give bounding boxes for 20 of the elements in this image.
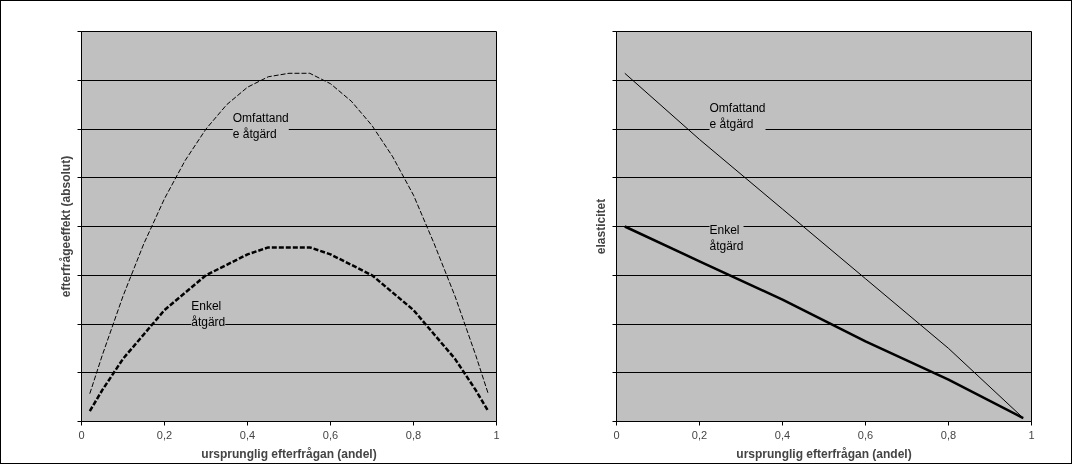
series-label: Omfattand e åtgärd (709, 100, 766, 132)
series-label: Enkel åtgärd (191, 298, 226, 330)
y-axis-title: elasticitet (593, 198, 608, 255)
x-axis-title: ursprunglig efterfrågan (andel) (201, 446, 377, 461)
x-tick-label: 0,2 (691, 428, 708, 441)
x-tick-label: 0 (613, 428, 620, 441)
x-tick-label: 0,8 (405, 428, 422, 441)
series-label: Enkel åtgärd (709, 222, 744, 254)
x-axis-title: ursprunglig efterfrågan (andel) (736, 446, 912, 461)
x-tick-label: 1 (1028, 428, 1035, 441)
series-label: Omfattand e åtgärd (232, 110, 289, 142)
x-tick-label: 1 (493, 428, 500, 441)
x-tick-label: 0 (78, 428, 85, 441)
x-tick-label: 0,2 (156, 428, 173, 441)
y-axis-title: efterfrågeeffekt (absolut) (58, 155, 73, 298)
x-tick-label: 0,4 (239, 428, 256, 441)
x-tick-label: 0,6 (322, 428, 339, 441)
x-tick-label: 0,6 (857, 428, 874, 441)
x-tick-label: 0,8 (940, 428, 957, 441)
x-tick-label: 0,4 (774, 428, 791, 441)
